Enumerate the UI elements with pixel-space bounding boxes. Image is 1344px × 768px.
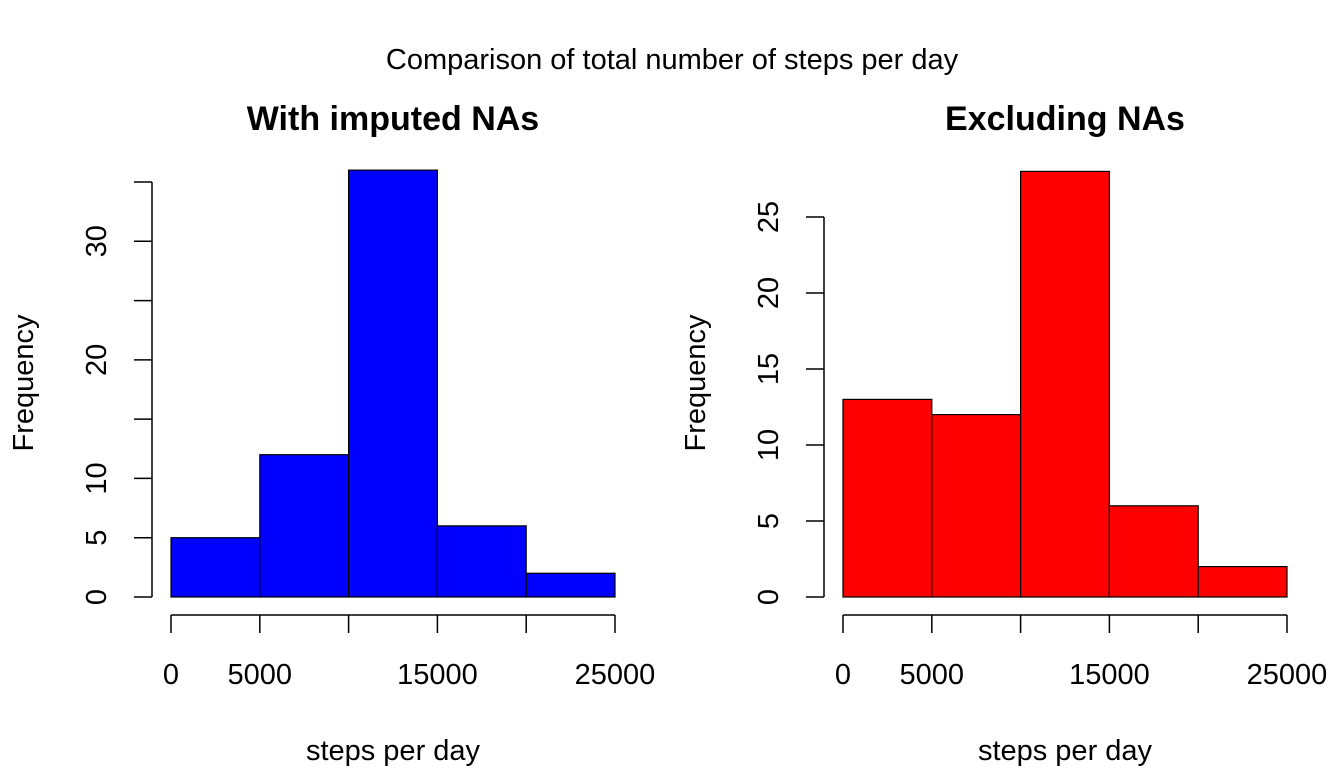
histogram-bar bbox=[348, 169, 439, 598]
panel-title: With imputed NAs bbox=[247, 100, 539, 138]
y-tick-label: 30 bbox=[81, 225, 113, 257]
x-tick-label: 25000 bbox=[575, 659, 656, 691]
x-tick-label: 0 bbox=[835, 659, 851, 691]
histogram-bar bbox=[525, 572, 616, 598]
x-tick-label: 5000 bbox=[228, 659, 293, 691]
histogram-bar bbox=[170, 537, 261, 598]
y-axis-label: Frequency bbox=[8, 314, 40, 452]
x-tick-label: 15000 bbox=[397, 659, 478, 691]
y-tick-label: 5 bbox=[753, 513, 785, 529]
y-tick-label: 10 bbox=[753, 429, 785, 461]
histogram-bar bbox=[931, 414, 1022, 598]
histogram-bar bbox=[842, 398, 933, 598]
y-tick-label: 5 bbox=[81, 530, 113, 546]
y-tick-label: 10 bbox=[81, 462, 113, 494]
y-tick-label: 20 bbox=[81, 344, 113, 376]
y-tick-label: 0 bbox=[81, 589, 113, 605]
y-tick-label: 15 bbox=[753, 353, 785, 385]
y-tick-label: 20 bbox=[753, 277, 785, 309]
x-tick-label: 5000 bbox=[900, 659, 965, 691]
x-axis-label: steps per day bbox=[978, 735, 1153, 767]
histogram-bar bbox=[1108, 505, 1199, 598]
y-tick-label: 0 bbox=[753, 589, 785, 605]
histogram-bar bbox=[1197, 565, 1288, 598]
x-tick-label: 25000 bbox=[1247, 659, 1328, 691]
y-tick-label: 25 bbox=[753, 201, 785, 233]
x-tick-label: 0 bbox=[163, 659, 179, 691]
x-tick-label: 15000 bbox=[1069, 659, 1150, 691]
histogram-bar bbox=[1019, 170, 1110, 598]
x-axis-label: steps per day bbox=[306, 735, 481, 767]
histogram-bar bbox=[259, 454, 350, 598]
histogram-bar bbox=[436, 525, 527, 598]
figure-title: Comparison of total number of steps per … bbox=[386, 44, 959, 76]
y-axis-label: Frequency bbox=[680, 314, 712, 452]
panel-title: Excluding NAs bbox=[945, 100, 1185, 138]
panel-imputed: With imputed NAs 0 5000 15000 25000 0 5 10 20 30 s… bbox=[8, 100, 655, 767]
panel-excluding: Excluding NAs 0 5000 15000 25000 0 5 10 15 20 25 st… bbox=[680, 100, 1327, 767]
